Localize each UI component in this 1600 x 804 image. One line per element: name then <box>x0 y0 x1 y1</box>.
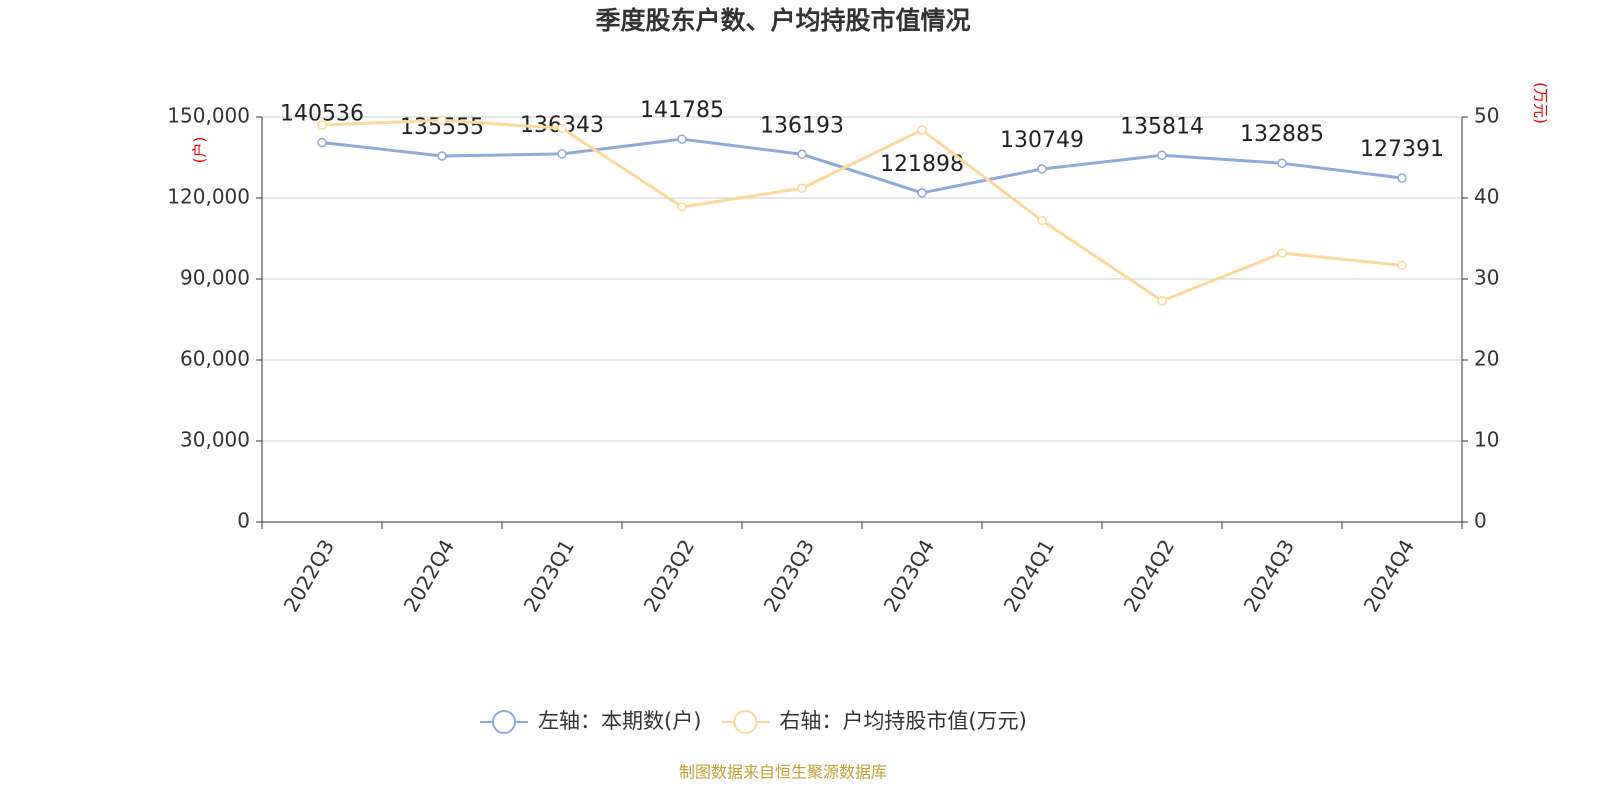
series-line <box>321 137 1403 195</box>
data-point <box>317 120 327 130</box>
y-axis-label: (户) <box>191 137 209 164</box>
y-tick-label: 120,000 <box>167 185 250 209</box>
data-point <box>1157 296 1167 306</box>
data-point <box>917 188 927 198</box>
y2-tick-label: 50 <box>1474 104 1499 128</box>
legend-label: 左轴：本期数(户) <box>538 709 701 733</box>
x-tick-label: 2023Q4 <box>879 535 939 616</box>
data-label: 121898 <box>880 152 964 177</box>
data-point <box>1037 215 1047 226</box>
y-tick-label: 60,000 <box>180 347 250 371</box>
legend-marker <box>492 710 516 734</box>
source-note: 制图数据来自恒生聚源数据库 <box>679 763 887 782</box>
data-point <box>437 115 447 125</box>
data-label: 141785 <box>640 98 724 123</box>
data-point <box>677 134 687 144</box>
series-line <box>321 118 1403 303</box>
x-tick-label: 2024Q4 <box>1359 535 1419 616</box>
x-tick-label: 2024Q1 <box>999 535 1059 616</box>
data-point <box>917 125 927 135</box>
x-tick-label: 2023Q2 <box>639 535 699 616</box>
y-tick-label: 0 <box>237 509 250 533</box>
data-point <box>557 123 567 134</box>
data-point <box>797 149 807 160</box>
y2-tick-label: 20 <box>1474 347 1499 371</box>
x-tick-label: 2024Q3 <box>1239 535 1299 616</box>
data-point <box>1397 260 1407 270</box>
x-tick-label: 2023Q3 <box>759 535 819 616</box>
data-point <box>1157 150 1167 161</box>
data-label: 132885 <box>1240 122 1324 147</box>
data-label: 127391 <box>1360 137 1444 162</box>
data-point <box>317 137 327 148</box>
data-point <box>437 151 447 161</box>
y-tick-label: 90,000 <box>180 266 250 290</box>
data-point <box>797 183 807 194</box>
y2-tick-label: 40 <box>1474 185 1499 209</box>
x-tick-label: 2022Q3 <box>279 535 339 616</box>
data-label: 136193 <box>760 113 844 138</box>
data-point <box>1277 158 1287 168</box>
data-point <box>557 149 567 159</box>
data-point <box>677 202 687 212</box>
y2-tick-label: 10 <box>1474 428 1499 452</box>
y2-tick-label: 30 <box>1474 266 1499 290</box>
y2-axis-label: (万元) <box>1532 82 1550 124</box>
y-tick-label: 150,000 <box>167 104 250 128</box>
legend-marker <box>733 710 758 734</box>
data-label: 135814 <box>1120 114 1204 139</box>
x-tick-label: 2024Q2 <box>1119 535 1179 616</box>
y-tick-label: 30,000 <box>180 428 250 452</box>
data-point <box>1397 173 1407 183</box>
data-point <box>1037 164 1047 174</box>
chart-title: 季度股东户数、户均持股市值情况 <box>595 6 970 35</box>
y2-tick-label: 0 <box>1474 509 1487 533</box>
legend-label: 右轴：户均持股市值(万元) <box>779 709 1026 733</box>
data-point <box>1277 248 1287 258</box>
x-tick-label: 2023Q1 <box>519 535 579 616</box>
data-label: 130749 <box>1000 128 1084 153</box>
x-tick-label: 2022Q4 <box>399 535 459 616</box>
